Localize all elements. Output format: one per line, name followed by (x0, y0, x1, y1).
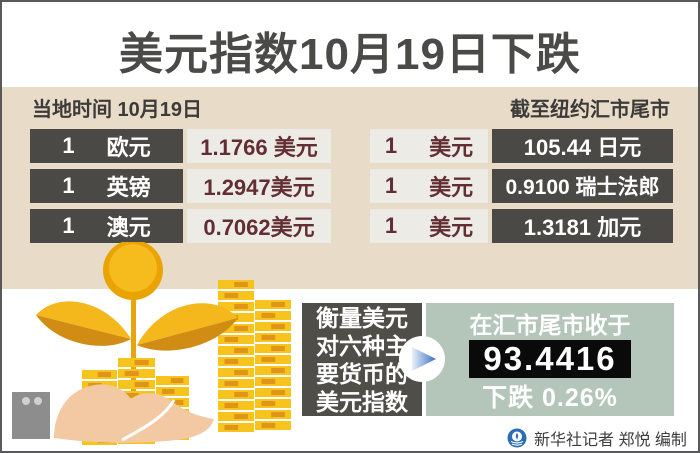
cutoff-label: 截至纽约汇市尾市 (510, 99, 670, 121)
gray-box-dot (22, 397, 30, 405)
rate-currency: 美元 (429, 135, 474, 160)
rate-value-usd-jpy: 105.44 日元 (492, 129, 673, 163)
gray-box-dot (34, 397, 42, 405)
arrow-right-icon (399, 336, 445, 382)
rate-label-gbp: 1 英镑 (30, 169, 183, 203)
leaf-left-light (36, 301, 131, 339)
hand-finger-line (121, 399, 176, 442)
rate-value-eur: 1.1766 美元 (187, 129, 331, 163)
description-line: 对六种主 (316, 332, 408, 359)
leaf-left-dark (36, 315, 131, 346)
rate-qty: 1 (62, 173, 75, 198)
rate-label-aud: 1 澳元 (30, 209, 183, 243)
rate-currency: 美元 (429, 175, 474, 200)
dollar-index-description: 衡量美元 对六种主 要货币的 美元指数 (302, 303, 422, 416)
rate-label-eur: 1 欧元 (30, 129, 183, 163)
credit-text: 新华社记者 郑悦 编制 (534, 432, 687, 449)
rate-label-usd-cad: 1 美元 (370, 209, 488, 243)
coin-stacks-icon (82, 280, 291, 445)
leaf-right-light (137, 303, 238, 345)
dollar-index-result-panel: 在汇市尾市收于 93.4416 下跌 0.26% (426, 303, 674, 416)
rate-currency: 美元 (429, 215, 474, 240)
local-time-label: 当地时间 10月19日 (32, 99, 203, 121)
rate-qty: 1 (62, 133, 75, 158)
rate-currency: 澳元 (106, 215, 151, 240)
close-prefix-label: 在汇市尾市收于 (469, 312, 631, 338)
description-line: 美元指数 (316, 388, 408, 415)
rate-currency: 英镑 (106, 175, 151, 200)
rate-currency: 欧元 (106, 135, 151, 160)
xinhua-logo-icon (507, 428, 527, 448)
rate-value-aud: 0.7062美元 (187, 209, 331, 243)
rate-qty: 1 (384, 133, 398, 158)
rate-value-usd-chf: 0.9100 瑞士法郎 (492, 169, 673, 203)
dollar-index-value: 93.4416 (469, 340, 631, 378)
gray-box-decoration (12, 392, 50, 439)
plant-stem (131, 294, 136, 392)
description-line: 要货币的 (316, 360, 408, 387)
rate-qty: 1 (62, 213, 75, 238)
rate-qty: 1 (384, 173, 398, 198)
rate-label-usd-jpy: 1 美元 (370, 129, 488, 163)
rate-value-gbp: 1.2947美元 (187, 169, 331, 203)
hand-icon (54, 384, 214, 443)
leaf-right-dark (137, 318, 238, 351)
dollar-index-change: 下跌 0.26% (482, 384, 618, 412)
rate-label-usd-chf: 1 美元 (370, 169, 488, 203)
credit-line: 新华社记者 郑悦 编制 (507, 426, 687, 450)
rate-qty: 1 (384, 213, 398, 238)
rate-value-usd-cad: 1.3181 加元 (492, 209, 673, 243)
page-title: 美元指数10月19日下跌 (119, 30, 581, 79)
description-line: 衡量美元 (316, 304, 408, 331)
